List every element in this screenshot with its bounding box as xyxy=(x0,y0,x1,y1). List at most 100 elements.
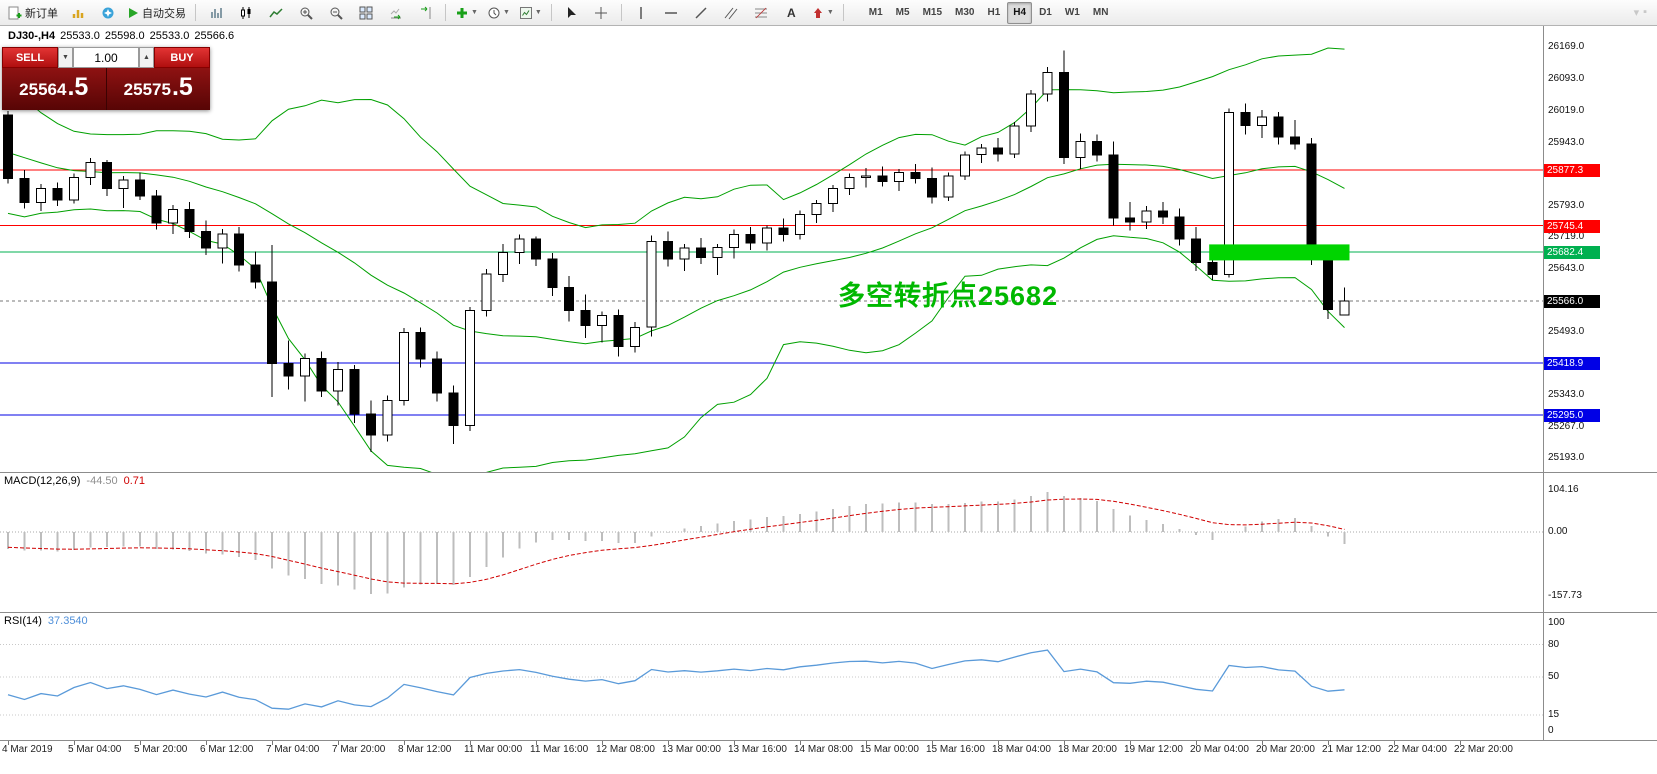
time-axis-label: 12 Mar 08:00 xyxy=(596,744,655,755)
timeframe-button-M1[interactable]: M1 xyxy=(868,7,883,18)
timeframe-button-W1[interactable]: W1 xyxy=(1064,7,1080,18)
market-watch-button[interactable] xyxy=(63,1,92,24)
macd-tick-label: -157.73 xyxy=(1548,590,1582,601)
sell-price[interactable]: 25564.5 xyxy=(2,68,107,110)
rsi-plot[interactable]: RSI(14) 37.3540 xyxy=(0,613,1543,740)
time-axis-tick xyxy=(1262,741,1263,745)
symbol-title: DJ30-,H4 xyxy=(8,30,56,42)
new-order-button[interactable]: 新订单 xyxy=(4,1,62,24)
indicators-button[interactable]: ▼ xyxy=(451,1,482,24)
chart-annotation-text[interactable]: 多空转折点25682 xyxy=(838,281,1059,311)
buy-price[interactable]: 25575.5 xyxy=(123,73,193,101)
one-click-trading-panel: SELL ▼ 1.00 ▲ BUY 25564.5 25575.5 xyxy=(2,47,210,110)
channel-button[interactable] xyxy=(717,1,746,24)
chevron-down-icon: ▼ xyxy=(826,9,834,16)
cursor-button[interactable] xyxy=(557,1,586,24)
timeframe-button-MN[interactable]: MN xyxy=(1092,7,1109,18)
price-tick-label: 25343.0 xyxy=(1548,389,1585,400)
market-watch-icon xyxy=(71,6,85,20)
rsi-tick-label: 100 xyxy=(1548,617,1565,628)
time-axis-tick xyxy=(1064,741,1065,745)
price-tick-label: 25193.0 xyxy=(1548,452,1585,463)
auto-scroll-button[interactable] xyxy=(381,1,410,24)
volume-input[interactable]: 1.00 xyxy=(73,47,139,68)
macd-canvas[interactable] xyxy=(0,473,1543,612)
navigator-button[interactable] xyxy=(93,1,122,24)
rsi-canvas[interactable] xyxy=(0,613,1543,740)
timeframe-button-H1[interactable]: H1 xyxy=(987,7,1001,18)
macd-main-value: -44.50 xyxy=(86,475,118,487)
time-axis-label: 13 Mar 16:00 xyxy=(728,744,787,755)
time-axis-tick xyxy=(734,741,735,745)
periods-button[interactable]: ▼ xyxy=(483,1,514,24)
chart-line-button[interactable] xyxy=(261,1,290,24)
toolbar-overflow-icon[interactable]: ▾ xyxy=(1633,7,1640,19)
macd-signal-line xyxy=(7,498,1345,585)
price-tick-label: 25943.0 xyxy=(1548,137,1585,148)
sell-button[interactable]: SELL xyxy=(2,47,58,68)
toolbar: 新订单 自动交易 ▼ ▼ ▼ A ▼ xyxy=(0,0,1657,26)
arrows-button[interactable]: ▼ xyxy=(807,1,838,24)
navigator-icon xyxy=(101,6,115,20)
chart-shift-icon xyxy=(419,6,433,20)
macd-label: MACD(12,26,9) -44.50 0.71 xyxy=(4,475,146,487)
time-axis-label: 19 Mar 12:00 xyxy=(1124,744,1183,755)
price-level-badge: 25877.3 xyxy=(1544,164,1600,177)
volume-increase-button[interactable]: ▲ xyxy=(139,47,154,68)
time-axis[interactable]: 4 Mar 2019 5 Mar 04:00 5 Mar 20:00 6 Mar 12… xyxy=(0,740,1657,774)
timeframe-button-M30[interactable]: M30 xyxy=(955,7,975,18)
price-tick-label: 25719.0 xyxy=(1548,231,1585,242)
vertical-line-button[interactable] xyxy=(627,1,656,24)
macd-histogram xyxy=(7,492,1346,594)
buy-button[interactable]: BUY xyxy=(154,47,210,68)
price-level-badge: 25566.0 xyxy=(1544,295,1600,308)
chart-shift-button[interactable] xyxy=(411,1,440,24)
price-level-badge: 25682.4 xyxy=(1544,246,1600,259)
zoom-out-button[interactable] xyxy=(321,1,350,24)
templates-button[interactable]: ▼ xyxy=(515,1,546,24)
toolbar-separator xyxy=(842,4,844,21)
timeframe-button-D1[interactable]: D1 xyxy=(1039,7,1052,18)
time-axis-label: 11 Mar 16:00 xyxy=(530,744,589,755)
text-button[interactable]: A xyxy=(777,1,806,24)
time-axis-tick xyxy=(602,741,603,745)
tile-windows-button[interactable] xyxy=(351,1,380,24)
time-axis-label: 22 Mar 04:00 xyxy=(1388,744,1447,755)
time-axis-label: 6 Mar 12:00 xyxy=(200,744,254,755)
zoom-in-button[interactable] xyxy=(291,1,320,24)
autotrading-button[interactable]: 自动交易 xyxy=(123,1,190,24)
candles xyxy=(3,50,1350,452)
chevron-down-icon: ▼ xyxy=(502,9,510,16)
timeframe-button-M15[interactable]: M15 xyxy=(922,7,943,18)
macd-tick-label: 104.16 xyxy=(1548,484,1579,495)
main-chart-canvas[interactable] xyxy=(0,26,1543,472)
macd-scale[interactable]: 104.16 0.00 -157.73 xyxy=(1543,473,1657,612)
rsi-scale[interactable]: 100 80 50 15 0 xyxy=(1543,613,1657,740)
price-scale[interactable]: 26169.026093.026019.025943.025867.025793… xyxy=(1543,26,1657,472)
time-axis-tick xyxy=(866,741,867,745)
time-axis-tick xyxy=(932,741,933,745)
time-axis-label: 7 Mar 20:00 xyxy=(332,744,386,755)
main-chart-plot[interactable]: DJ30-,H4 25533.0 25598.0 25533.0 25566.6 SEL… xyxy=(0,26,1543,472)
timeframe-button-M5[interactable]: M5 xyxy=(895,7,910,18)
horizontal-line-button[interactable] xyxy=(657,1,686,24)
time-axis-tick xyxy=(536,741,537,745)
crosshair-button[interactable] xyxy=(587,1,616,24)
trendline-button[interactable] xyxy=(687,1,716,24)
volume-decrease-button[interactable]: ▼ xyxy=(58,47,73,68)
time-axis-label: 22 Mar 20:00 xyxy=(1454,744,1513,755)
toolbar-dock-icon[interactable]: ▪ xyxy=(1643,6,1647,18)
timeframe-button-H4[interactable]: H4 xyxy=(1007,1,1033,24)
time-axis-tick xyxy=(272,741,273,745)
time-axis-label: 4 Mar 2019 xyxy=(2,744,53,755)
macd-plot[interactable]: MACD(12,26,9) -44.50 0.71 xyxy=(0,473,1543,612)
chart-bars-button[interactable] xyxy=(201,1,230,24)
rsi-value: 37.3540 xyxy=(47,615,88,627)
price-level-badge: 25418.9 xyxy=(1544,357,1600,370)
chart-candles-button[interactable] xyxy=(231,1,260,24)
auto-scroll-icon xyxy=(389,6,403,20)
rsi-tick-label: 15 xyxy=(1548,709,1560,720)
time-axis-tick xyxy=(74,741,75,745)
time-axis-tick xyxy=(1196,741,1197,745)
fibonacci-button[interactable] xyxy=(747,1,776,24)
